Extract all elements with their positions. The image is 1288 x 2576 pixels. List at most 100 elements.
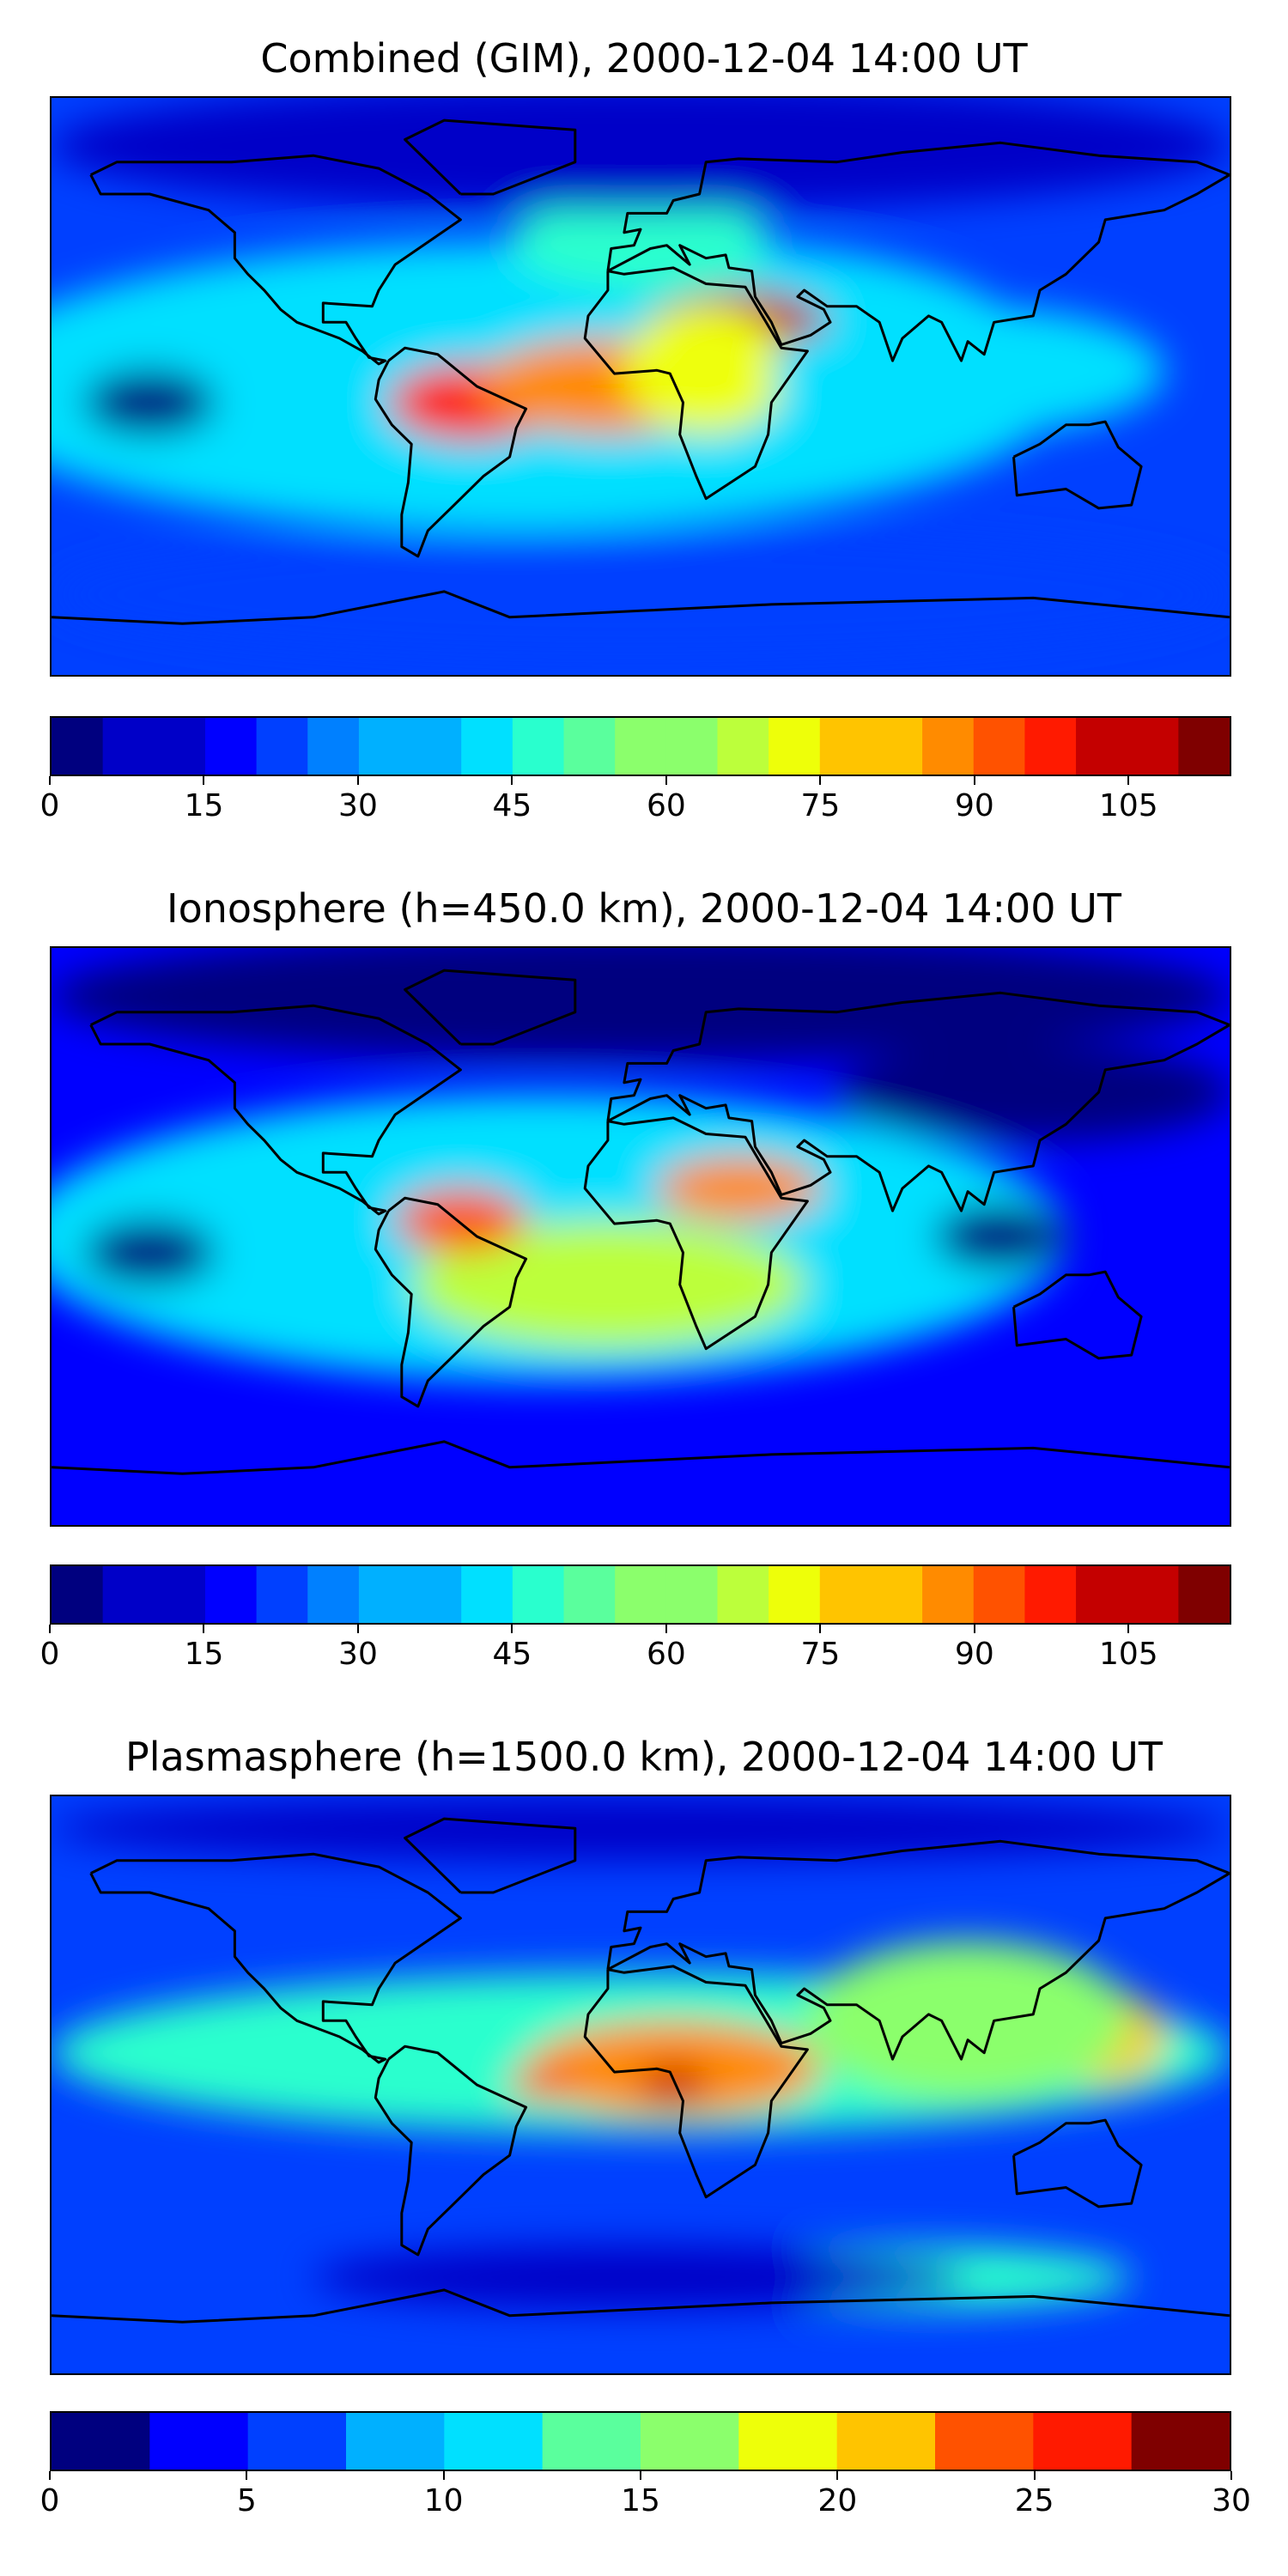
colorbar-tick-mark	[1033, 2471, 1036, 2480]
coastline-5	[1012, 1270, 1143, 1360]
colorbar-tick-mark	[1127, 776, 1130, 785]
colorbar-segment-15	[819, 718, 872, 775]
colorbar-tick-label: 10	[423, 2483, 464, 2518]
colorbar-ticks-plasmasphere: 0 5 10 15 20 25 30	[40, 2471, 1251, 2523]
coastline-3	[583, 1116, 809, 1351]
colorbar-segment-2	[154, 1566, 206, 1623]
heatmap-blob-2	[395, 1188, 526, 1253]
heatmap-blob-6	[509, 194, 772, 290]
colorbar-segment-11	[1131, 2413, 1230, 2470]
heatmap-blob-8	[52, 1796, 1230, 1861]
colorbar-tick-label: 105	[1098, 1637, 1158, 1672]
heatmap-combined	[52, 98, 1230, 675]
chart-title-ionosphere: Ionosphere (h=450.0 km), 2000-12-04 14:0…	[167, 885, 1121, 932]
coastline-6	[52, 1440, 1230, 1475]
heatmap-field	[52, 1796, 1230, 2310]
heatmap-blob-7	[771, 306, 1164, 434]
colorbar-segment-8	[461, 1566, 513, 1623]
colorbar-segment-9	[512, 1566, 565, 1623]
colorbar-segment-11	[615, 718, 667, 775]
colorbar-segment-4	[256, 1566, 309, 1623]
colorbar-segment-16	[871, 718, 924, 775]
heatmap-blob-5	[804, 1941, 1132, 2101]
coastline-2	[404, 1817, 577, 1894]
heatmap-field	[52, 98, 1230, 659]
map-ionosphere	[50, 946, 1231, 1527]
colorbar-tick-mark	[246, 2471, 248, 2480]
colorbar-ticks-combined: 0 15 30 45 60 75 90 105	[40, 776, 1231, 828]
coastline-0	[89, 1004, 462, 1216]
colorbar-segment-15	[819, 1566, 872, 1623]
colorbar-tick-label: 45	[492, 1637, 532, 1672]
colorbar-tick-mark	[640, 2471, 641, 2480]
colorbar-tick-label: 75	[800, 788, 841, 823]
colorbar-tick-label: 30	[338, 788, 378, 823]
coastline-4	[606, 991, 1230, 1212]
colorbar-segment-3	[204, 718, 258, 775]
colorbar-tick-label: 60	[647, 788, 686, 823]
chart-title-plasmasphere: Plasmasphere (h=1500.0 km), 2000-12-04 1…	[125, 1734, 1163, 1780]
coastline-6	[52, 590, 1230, 625]
colorbar-gradient-ionosphere	[52, 1566, 1230, 1623]
colorbar-tick-label: 5	[236, 2483, 257, 2518]
colorbar-segment-2	[154, 718, 206, 775]
colorbar-segment-14	[769, 718, 821, 775]
colorbar-segment-7	[738, 2413, 838, 2470]
colorbar-segment-7	[410, 1566, 463, 1623]
colorbar-tick-mark	[1127, 1625, 1130, 1633]
colorbar-segment-10	[563, 1566, 617, 1623]
colorbar-segment-22	[1178, 718, 1230, 775]
colorbar-segment-2	[247, 2413, 347, 2470]
heatmap-blob-9	[52, 531, 1230, 659]
colorbar-tick-label: 15	[184, 788, 224, 823]
colorbar-segment-21	[1127, 1566, 1180, 1623]
colorbar-plasmasphere	[50, 2411, 1231, 2471]
colorbar-tick-label: 105	[1098, 788, 1158, 823]
coastlines	[52, 1817, 1230, 2324]
coastlines	[52, 969, 1230, 1475]
colorbar-segment-16	[871, 1566, 924, 1623]
colorbar-segment-14	[769, 1566, 821, 1623]
heatmap-blob-3	[509, 2069, 575, 2101]
colorbar-tick-mark	[973, 776, 975, 785]
colorbar-segment-6	[358, 718, 411, 775]
coastline-1	[374, 1196, 528, 1408]
colorbar-segment-13	[717, 1566, 770, 1623]
chart-title-combined: Combined (GIM), 2000-12-04 14:00 UT	[260, 35, 1028, 82]
colorbar-segment-22	[1178, 1566, 1230, 1623]
colorbar-tick-label: 0	[39, 1637, 60, 1672]
heatmap-ionosphere	[52, 948, 1230, 1525]
colorbar-combined	[50, 716, 1231, 776]
colorbar-segment-5	[307, 718, 360, 775]
coastline-3	[583, 1965, 809, 2199]
colorbar-segment-0	[52, 2413, 151, 2470]
colorbar-tick-mark	[203, 776, 205, 785]
colorbar-segment-9	[935, 2413, 1035, 2470]
colorbar-segment-10	[1033, 2413, 1133, 2470]
heatmap-plasmasphere	[52, 1796, 1230, 2373]
colorbar-tick-label: 0	[39, 2483, 60, 2518]
colorbar-segment-11	[615, 1566, 667, 1623]
coastline-2	[404, 969, 577, 1046]
coastline-6	[52, 2288, 1230, 2324]
colorbar-segment-6	[641, 2413, 740, 2470]
coastline-4	[606, 141, 1230, 362]
colorbar-tick-mark	[356, 776, 359, 785]
map-combined	[50, 96, 1231, 677]
colorbar-tick-label: 75	[800, 1637, 841, 1672]
colorbar-tick-mark	[819, 1625, 822, 1633]
coastline-5	[1012, 2118, 1143, 2208]
coastline-0	[89, 154, 462, 366]
colorbar-tick-label: 90	[954, 788, 994, 823]
heatmap-blob-6	[52, 948, 1230, 1060]
heatmap-blob-7	[313, 2245, 969, 2310]
colorbar-tick-mark	[1230, 2471, 1232, 2480]
heatmap-blob-8	[84, 370, 216, 434]
colorbar-segment-19	[1024, 718, 1078, 775]
colorbar-segment-17	[922, 718, 975, 775]
colorbar-segment-10	[563, 718, 617, 775]
colorbar-tick-label: 60	[647, 1637, 686, 1672]
heatmap-blob-5	[623, 306, 788, 434]
colorbar-segment-1	[102, 1566, 155, 1623]
coastline-4	[606, 1839, 1230, 2061]
